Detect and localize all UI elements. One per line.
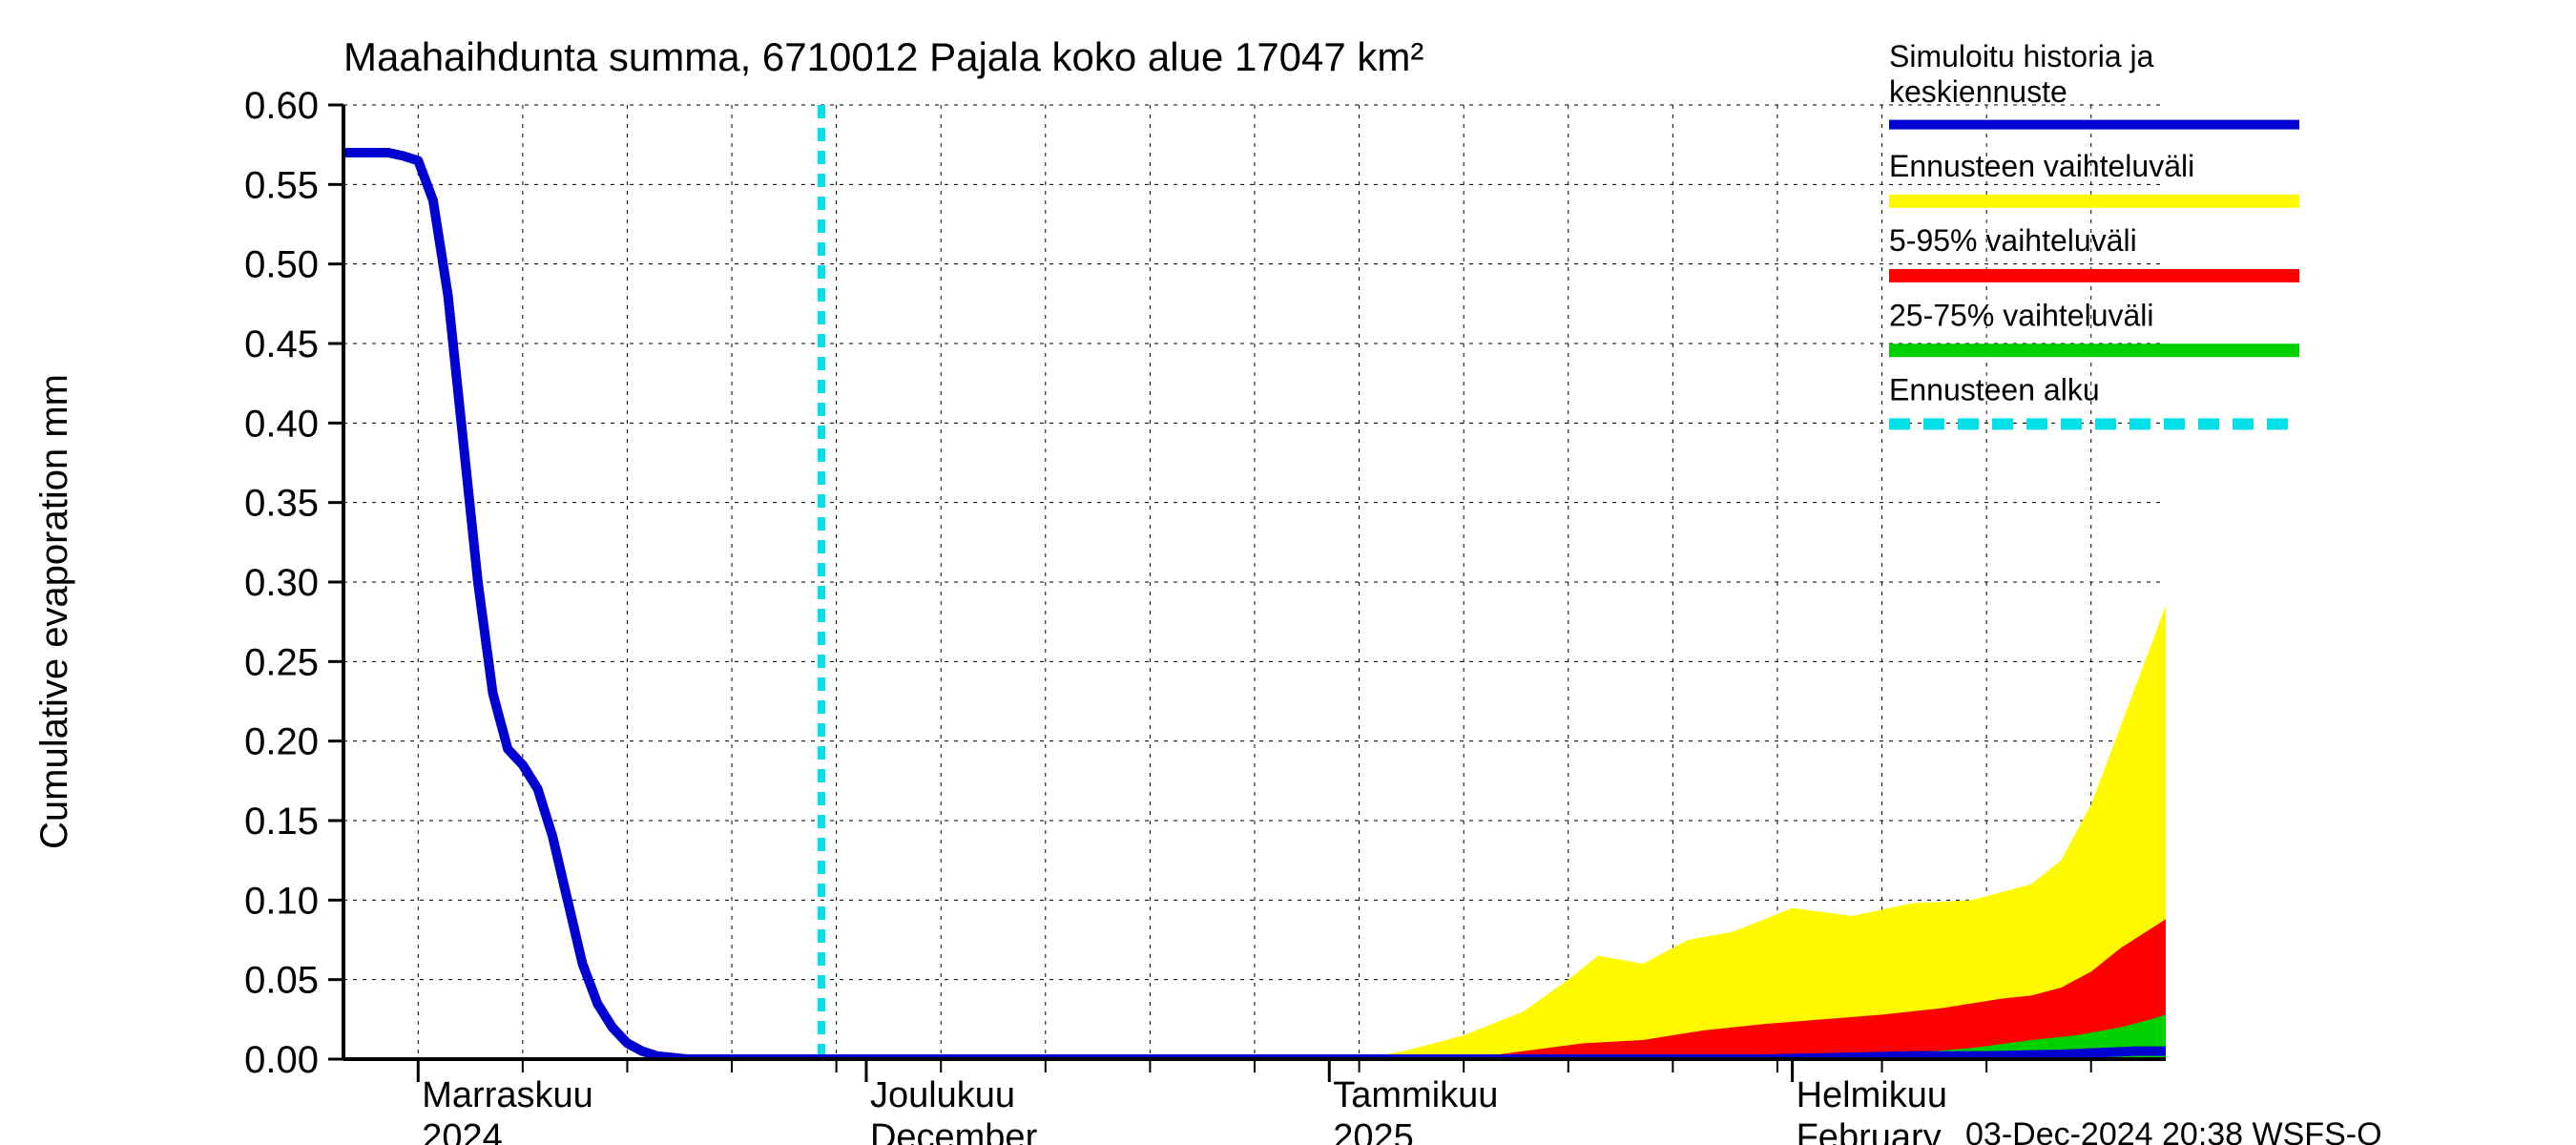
ytick-label: 0.50 [244, 244, 319, 286]
legend-line [1889, 120, 2299, 130]
legend-label: 5-95% vaihteluväli [1889, 223, 2137, 258]
ytick-label: 0.35 [244, 483, 319, 525]
legend: Simuloitu historia jakeskiennuste Ennuste… [1889, 39, 2299, 424]
legend-label: Simuloitu historia ja [1889, 39, 2154, 73]
xtick-label-bot: December [870, 1117, 1038, 1145]
ytick-label: 0.60 [244, 85, 319, 127]
xtick-label-top: Joulukuu [870, 1075, 1015, 1115]
ytick-label: 0.10 [244, 880, 319, 922]
ytick-label: 0.45 [244, 323, 319, 365]
legend-swatch [1889, 269, 2299, 282]
xtick-label-top: Marraskuu [422, 1075, 593, 1115]
legend-label: 25-75% vaihteluväli [1889, 298, 2154, 332]
band-yellow [1360, 606, 2166, 1059]
ytick-label: 0.30 [244, 562, 319, 604]
forecast-bands [1360, 606, 2166, 1059]
xtick-label-bot: 2025 [1333, 1117, 1414, 1145]
y-axis-label: Cumulative evaporation mm [33, 374, 75, 849]
legend-swatch [1889, 195, 2299, 208]
legend-label: keskiennuste [1889, 74, 2067, 109]
ytick-label: 0.00 [244, 1039, 319, 1081]
chart-svg: 0.00 0.05 0.10 0.15 0.20 0.25 0.30 0.35 0.40 0.45… [0, 0, 2576, 1145]
ytick-label: 0.40 [244, 403, 319, 445]
chart-container: 0.00 0.05 0.10 0.15 0.20 0.25 0.30 0.35 0.40 0.45… [0, 0, 2576, 1145]
ytick-label: 0.25 [244, 641, 319, 683]
chart-title: Maahaihdunta summa, 6710012 Pajala koko … [343, 34, 1423, 79]
xtick-label-bot: 2024 [422, 1117, 503, 1145]
ytick-label: 0.05 [244, 960, 319, 1002]
ytick-label: 0.55 [244, 164, 319, 206]
footer-timestamp: 03-Dec-2024 20:38 WSFS-O [1965, 1116, 2382, 1145]
xtick-label-bot: February [1797, 1117, 1942, 1145]
legend-swatch [1889, 344, 2299, 357]
ytick-label: 0.15 [244, 801, 319, 843]
legend-label: Ennusteen vaihteluväli [1889, 149, 2194, 183]
xtick-label-top: Tammikuu [1333, 1075, 1498, 1115]
xtick-label-top: Helmikuu [1797, 1075, 1947, 1115]
ytick-label: 0.20 [244, 721, 319, 763]
legend-label: Ennusteen alku [1889, 373, 2100, 407]
